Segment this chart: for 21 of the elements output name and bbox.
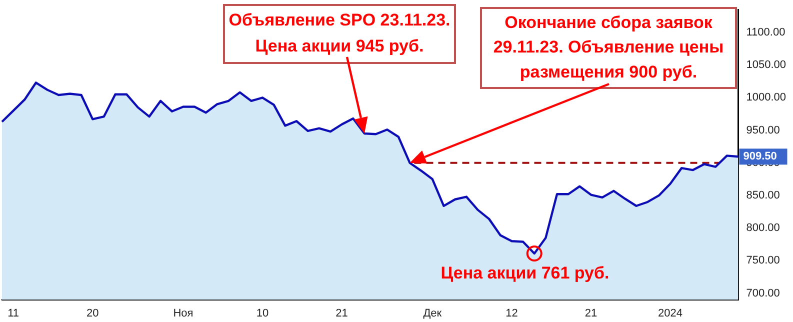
text: 909.50 xyxy=(743,150,777,163)
x-tick-label: Дек xyxy=(423,307,442,320)
x-tick-label: 21 xyxy=(584,307,598,320)
y-tick-label: 750.00 xyxy=(746,254,780,267)
y-tick-label: 950.00 xyxy=(746,124,780,136)
y-tick-label: 700.00 xyxy=(746,287,780,300)
x-tick-label: Ноя xyxy=(173,307,194,320)
annotation: Цена акции 761 руб. xyxy=(440,264,610,283)
x-tick-label: 11 xyxy=(8,307,20,320)
y-tick-label: 1000.00 xyxy=(746,92,786,104)
y-tick-label: 1050.00 xyxy=(746,59,786,72)
y-tick-label: 850.00 xyxy=(746,189,780,202)
annotation: Объявление SPO 23.11.23. Цена акции 945 руб. xyxy=(228,10,450,56)
x-tick-label: 12 xyxy=(506,307,518,320)
x-tick-label: 20 xyxy=(86,307,99,320)
y-tick-label: 1100.00 xyxy=(746,26,786,38)
y-tick-label: 800.00 xyxy=(746,222,780,234)
annotation: Окончание сбора заявок 29.11.23. Объявление цены размещения 900 руб. xyxy=(493,13,724,82)
x-tick-label: 21 xyxy=(336,307,348,320)
x-tick-label: 10 xyxy=(256,307,269,320)
x-tick-label: 2024 xyxy=(658,307,683,320)
